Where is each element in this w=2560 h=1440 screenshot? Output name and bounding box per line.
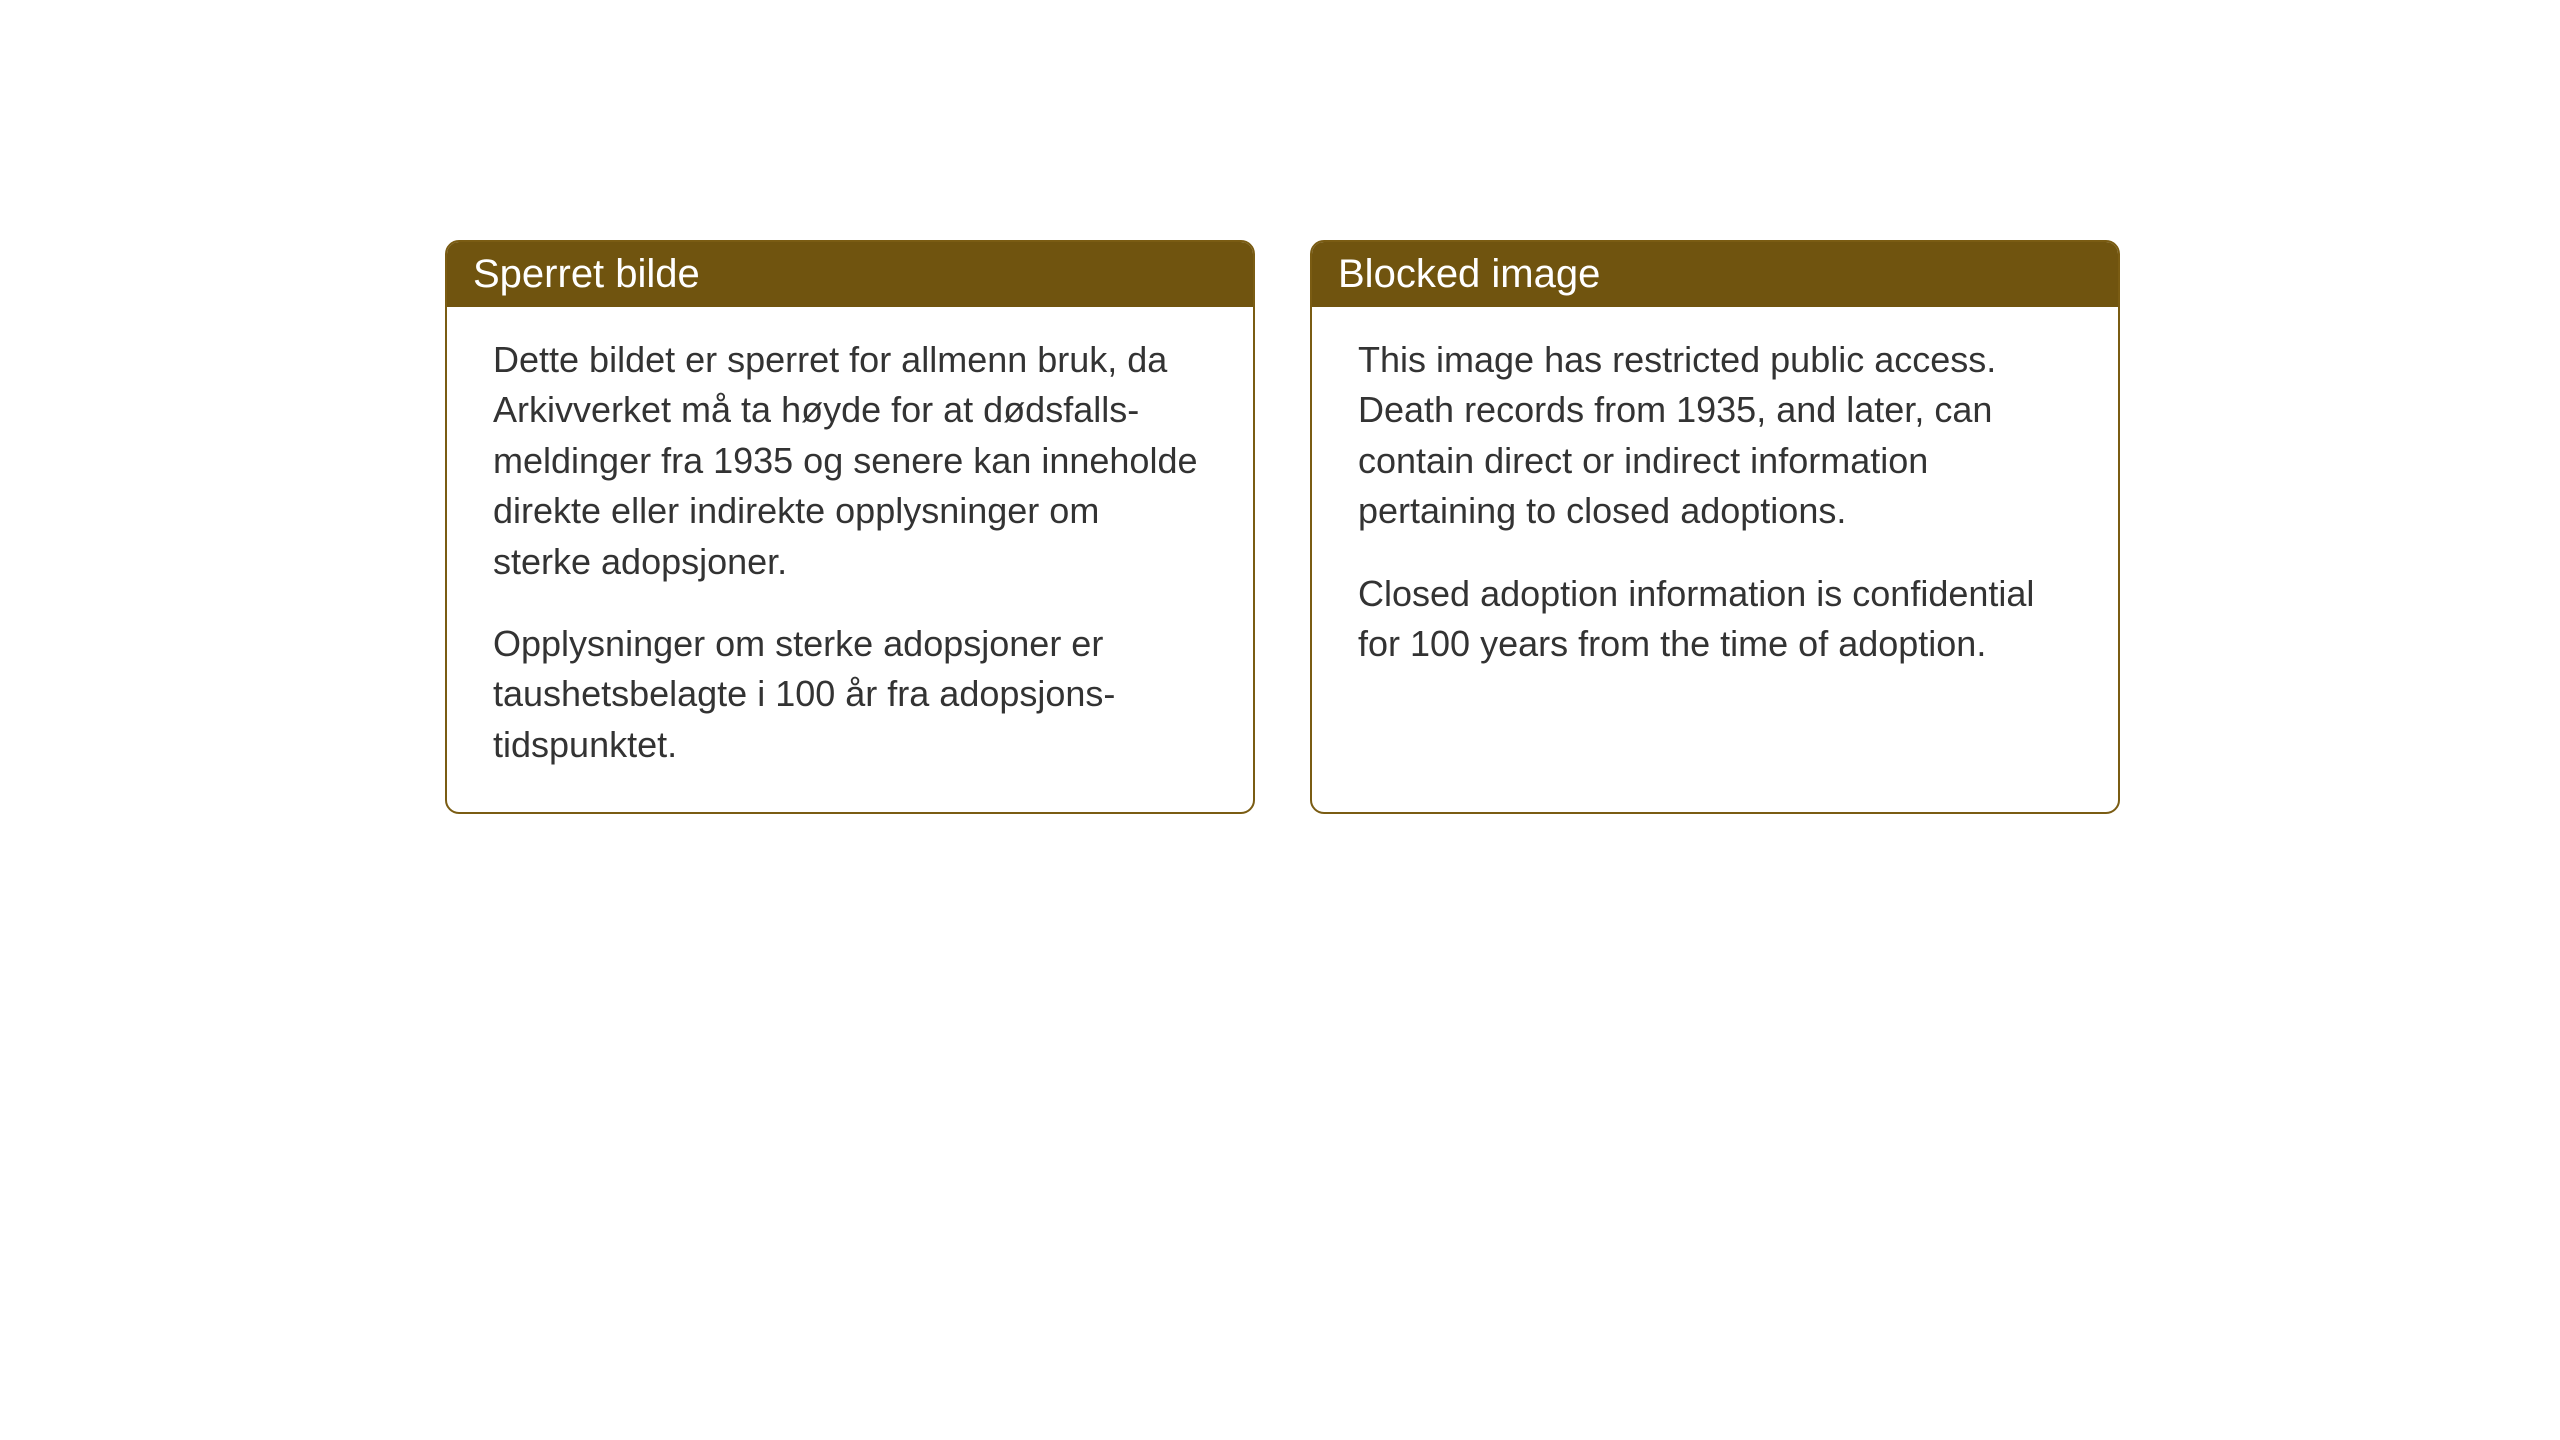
- cards-container: Sperret bilde Dette bildet er sperret fo…: [445, 240, 2120, 814]
- card-title: Blocked image: [1338, 252, 1600, 296]
- card-title: Sperret bilde: [473, 252, 700, 296]
- card-paragraph: This image has restricted public access.…: [1358, 335, 2072, 537]
- card-body-norwegian: Dette bildet er sperret for allmenn bruk…: [447, 307, 1253, 812]
- card-norwegian: Sperret bilde Dette bildet er sperret fo…: [445, 240, 1255, 814]
- card-paragraph: Closed adoption information is confident…: [1358, 569, 2072, 670]
- card-header-norwegian: Sperret bilde: [447, 242, 1253, 307]
- card-english: Blocked image This image has restricted …: [1310, 240, 2120, 814]
- card-paragraph: Opplysninger om sterke adopsjoner er tau…: [493, 619, 1207, 770]
- card-body-english: This image has restricted public access.…: [1312, 307, 2118, 711]
- card-header-english: Blocked image: [1312, 242, 2118, 307]
- card-paragraph: Dette bildet er sperret for allmenn bruk…: [493, 335, 1207, 587]
